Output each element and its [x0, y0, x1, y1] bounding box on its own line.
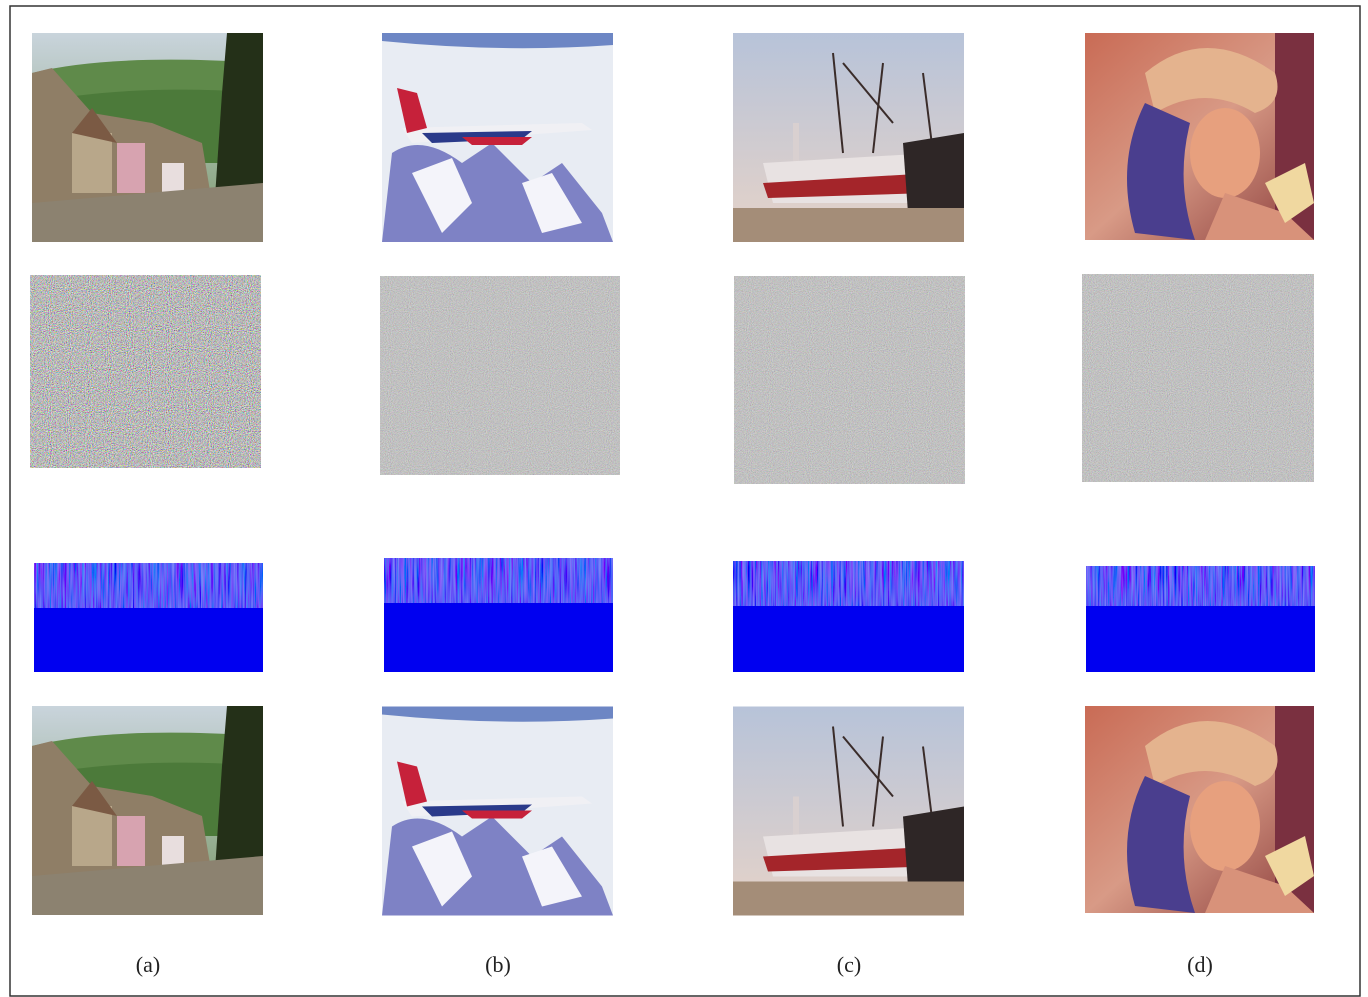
histogram-fringe	[34, 563, 263, 608]
image	[733, 33, 964, 242]
histogram-fringe	[384, 558, 613, 603]
noise-image	[380, 276, 620, 475]
column-label: (b)	[485, 952, 511, 977]
noise-image	[30, 275, 261, 468]
image	[733, 706, 964, 916]
column-labels: (a) (b) (c) (d)	[136, 952, 1213, 977]
noise-image	[734, 276, 965, 484]
image	[382, 706, 613, 916]
histograms	[34, 558, 1315, 672]
encrypted-images	[30, 274, 1314, 484]
histogram-fringe	[1086, 566, 1315, 606]
noise-image	[1082, 274, 1314, 482]
image	[32, 706, 263, 915]
histogram-fringe	[733, 561, 964, 606]
column-label: (a)	[136, 952, 160, 977]
image	[382, 33, 613, 242]
image	[1085, 33, 1314, 240]
image	[32, 33, 263, 242]
image	[1085, 706, 1314, 913]
column-label: (d)	[1187, 952, 1213, 977]
column-label: (c)	[837, 952, 861, 977]
